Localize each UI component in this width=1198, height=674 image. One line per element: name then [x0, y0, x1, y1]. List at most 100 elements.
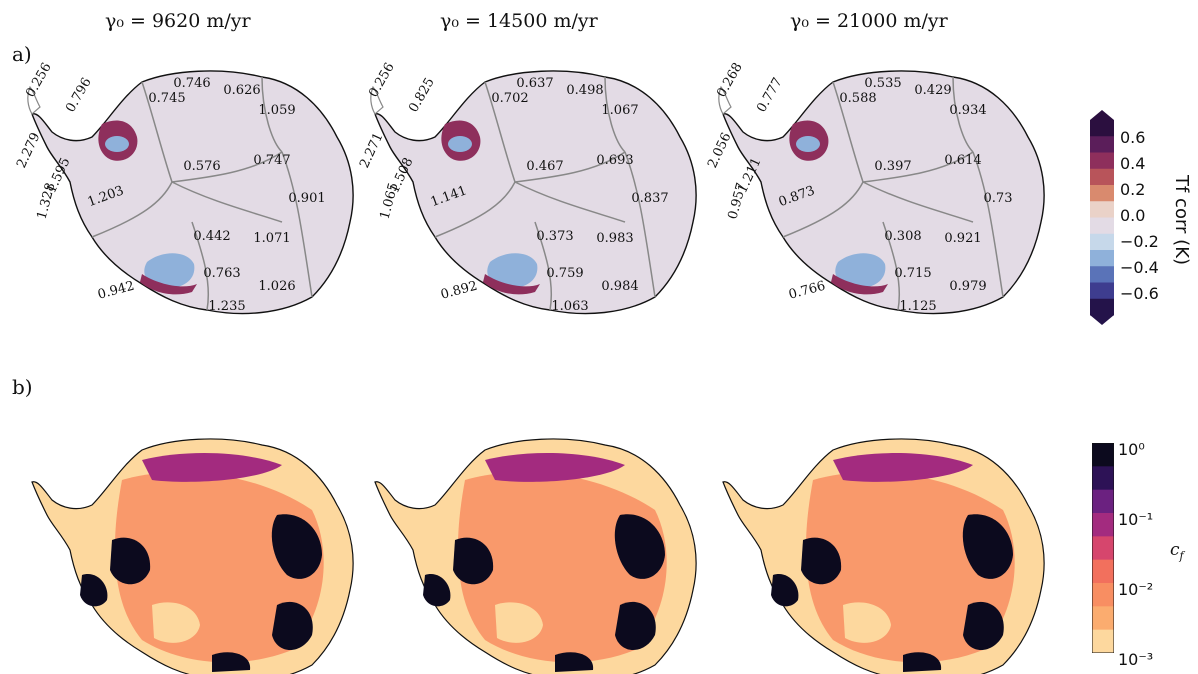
column-title-1: γ₀ = 9620 m/yr	[105, 10, 251, 32]
map-b-col2	[374, 438, 697, 674]
panel-b-label: b)	[12, 375, 33, 399]
colorbar-segment	[1092, 583, 1114, 607]
basin-value-label: 0.429	[914, 83, 951, 98]
ross-warm-band	[831, 274, 888, 295]
basin-boundary	[862, 181, 974, 223]
colorbar-segment	[1090, 120, 1114, 137]
basin-value-label: 0.747	[253, 153, 290, 168]
basin-value-label: 0.256	[366, 60, 398, 100]
colorbar-tick-label: 0.6	[1120, 128, 1146, 147]
basin-boundary	[534, 221, 553, 311]
basin-value-label: 0.825	[406, 75, 438, 115]
basin-value-label: 0.777	[754, 75, 786, 115]
basin-boundary	[514, 151, 626, 183]
map-a-col3: 0.268 0.777 0.535 0.4290.5880.9342.0561.211…	[705, 60, 1045, 315]
weddell-max	[453, 537, 494, 585]
basin-value-label: 1.125	[899, 299, 936, 314]
amundsen-max	[80, 574, 108, 607]
amery-max	[271, 514, 322, 579]
wilkes-max	[272, 601, 313, 650]
basin-boundary	[972, 151, 1004, 298]
amery-max	[962, 514, 1013, 579]
basin-value-label: 1.067	[601, 103, 638, 118]
basin-boundary	[832, 81, 864, 183]
colorbar-segment	[1090, 298, 1114, 316]
ross-coast-max	[903, 652, 942, 672]
basin-value-label: 0.759	[546, 266, 583, 281]
basin-boundary	[862, 151, 974, 183]
wilkes-max	[963, 601, 1004, 650]
weddell-max	[801, 537, 842, 585]
coast-high-band	[485, 453, 625, 482]
basin-value-label: 0.588	[839, 91, 876, 106]
ross-ice-shelf	[843, 602, 891, 643]
basin-value-label: 2.056	[705, 130, 734, 170]
colorbar-tick-label: −0.4	[1120, 258, 1159, 277]
basin-value-label: 0.984	[601, 279, 638, 294]
basin-value-label: 0.626	[223, 83, 260, 98]
basin-value-label: 0.256	[23, 60, 55, 100]
basin-value-label: 0.942	[96, 279, 136, 303]
colorbar-tick-label: 10⁰	[1118, 440, 1145, 459]
basin-value-label: 0.934	[949, 103, 986, 118]
basin-value-label: 0.702	[491, 91, 528, 106]
basin-value-label: 1.071	[253, 231, 290, 246]
peninsula-outline	[370, 85, 384, 115]
basin-value-label: 0.637	[516, 76, 553, 91]
colorbar-segment	[1090, 201, 1114, 218]
basin-boundary	[171, 151, 283, 183]
basin-value-label: 1.235	[208, 299, 245, 314]
weddell-cool-core	[796, 136, 820, 152]
colorbar-segment	[1092, 629, 1114, 653]
basin-value-label: 0.837	[631, 191, 668, 206]
basin-boundary	[281, 151, 313, 298]
amundsen-max	[423, 574, 451, 607]
wilkes-max	[615, 601, 656, 650]
basin-value-label: 0.957	[726, 181, 750, 221]
colorbar-tf-corr-title: Tf corr (K)	[1171, 175, 1192, 266]
basin-value-label: 0.614	[944, 153, 981, 168]
colorbar-segment	[1090, 233, 1114, 251]
basin-value-label: 0.766	[787, 279, 827, 303]
basin-value-label: 2.279	[14, 130, 43, 170]
colorbar-tick-label: 10⁻²	[1118, 580, 1154, 599]
basin-boundary	[604, 76, 626, 153]
basin-value-label: 0.983	[596, 231, 633, 246]
ross-warm-band	[140, 274, 197, 295]
basin-value-label: 0.535	[864, 76, 901, 91]
weddell-max	[110, 537, 151, 585]
ross-anomaly	[835, 253, 886, 289]
colorbar-segment	[1092, 536, 1114, 561]
ross-warm-band	[483, 274, 540, 295]
basin-boundary	[514, 181, 626, 223]
basin-value-label: 0.73	[984, 191, 1013, 206]
colorbar-segment	[1090, 282, 1114, 300]
colorbar-tick-label: 0.2	[1120, 180, 1146, 199]
ross-ice-shelf	[495, 602, 543, 643]
colorbar-segment	[1090, 266, 1114, 283]
basin-value-label: 1.328	[35, 181, 59, 221]
colorbar-segment	[1090, 185, 1114, 202]
colorbar-segment	[1092, 443, 1114, 467]
colorbar-tick-label: −0.2	[1120, 232, 1159, 251]
column-title-2: γ₀ = 14500 m/yr	[440, 10, 598, 32]
basin-value-label: 0.796	[63, 75, 95, 115]
basin-value-label: 0.901	[288, 191, 325, 206]
weddell-cool-core	[105, 136, 129, 152]
basin-boundary	[484, 81, 516, 183]
basin-value-label: 0.745	[148, 91, 185, 106]
colorbar-tick-label: 0.4	[1120, 154, 1146, 173]
basin-value-label: 0.979	[949, 279, 986, 294]
colorbar-segment	[1092, 606, 1114, 631]
colorbar-segment	[1090, 250, 1114, 267]
basin-boundary	[91, 181, 173, 238]
basin-boundary	[624, 151, 656, 298]
basin-value-label: 0.746	[173, 76, 210, 91]
basin-value-label: 1.063	[551, 299, 588, 314]
basin-boundary	[782, 181, 864, 238]
coast-high-band	[833, 453, 973, 482]
basin-boundary	[141, 81, 173, 183]
basin-value-label: 1.065	[378, 181, 402, 221]
colorbar-tick-label: 0.0	[1120, 206, 1146, 225]
basin-value-label: 0.715	[894, 266, 931, 281]
